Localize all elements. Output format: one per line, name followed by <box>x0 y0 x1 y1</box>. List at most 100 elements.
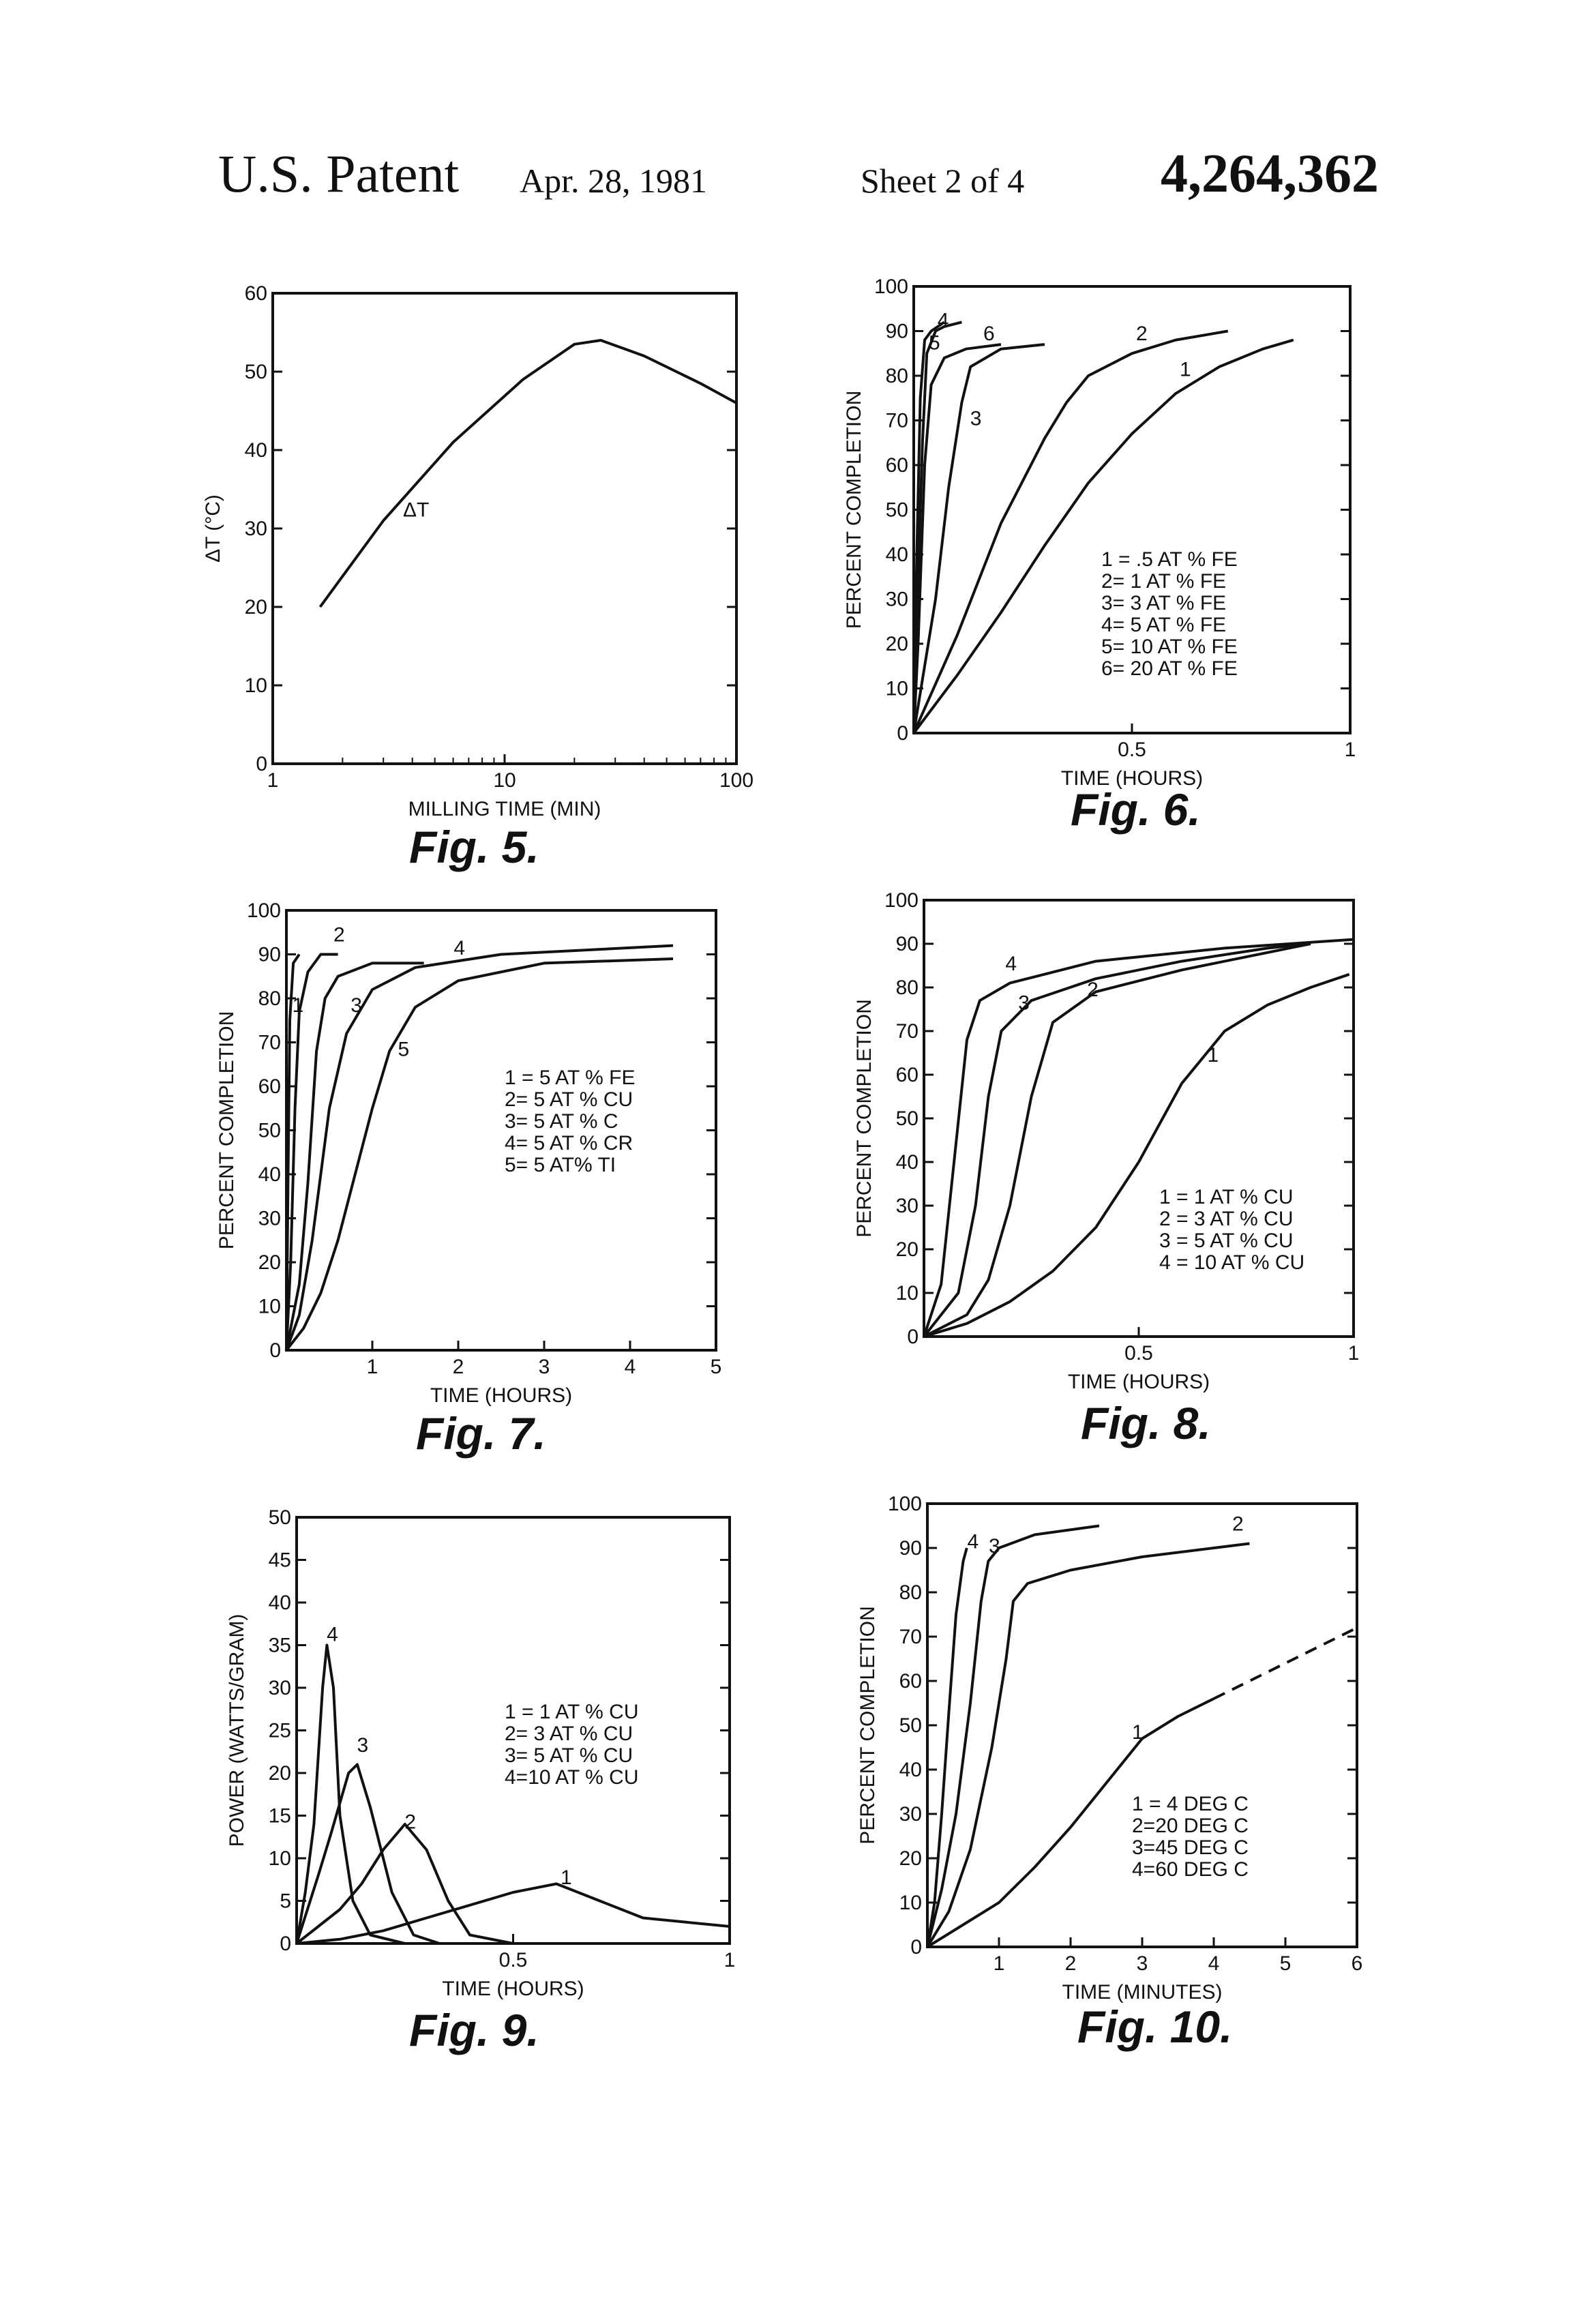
fig7-legend-item: 1 = 5 AT % FE <box>505 1067 635 1089</box>
fig5-series-ΔT-line <box>320 340 736 607</box>
fig7-legend-item: 2= 5 AT % CU <box>505 1088 633 1111</box>
fig5-ytick-label: 0 <box>256 753 267 775</box>
fig9-legend-item: 1 = 1 AT % CU <box>505 1701 638 1723</box>
fig6-ytick-label: 0 <box>897 722 908 745</box>
fig5-ytick-label: 40 <box>245 439 267 462</box>
fig7-ytick-label: 40 <box>258 1163 281 1186</box>
fig5-ytick-label: 20 <box>245 596 267 619</box>
fig6-series-1-label: 1 <box>1180 359 1191 381</box>
fig7-xtick-label: 5 <box>711 1356 722 1378</box>
fig10-chart: 0102030405060708090100123456TIME (MINUTE… <box>856 1493 1362 2052</box>
fig10-ytick-label: 50 <box>899 1714 922 1737</box>
fig10-series-1-dashed-line <box>1214 1628 1357 1699</box>
fig7-series-2-label: 2 <box>333 924 345 947</box>
fig10-ytick-label: 90 <box>899 1537 922 1560</box>
fig5-xtick-label: 10 <box>493 769 516 792</box>
fig6-chart: 01020304050607080901000.51TIME (HOURS)PE… <box>843 275 1356 835</box>
fig10-xaxis-label: TIME (MINUTES) <box>1062 1981 1223 2003</box>
fig9-xaxis-label: TIME (HOURS) <box>442 1978 584 2000</box>
fig8-figure-label: Fig. 8. <box>1081 1398 1211 1448</box>
fig5-series-ΔT-label: ΔT <box>403 499 429 522</box>
fig9-series-4-label: 4 <box>327 1624 338 1646</box>
fig10-legend-item: 3=45 DEG C <box>1132 1836 1249 1859</box>
fig10-series-2-label: 2 <box>1232 1513 1244 1536</box>
fig6-xtick-label: 0.5 <box>1118 739 1146 761</box>
fig10-ytick-label: 60 <box>899 1670 922 1693</box>
fig5-ytick-label: 30 <box>245 518 267 540</box>
fig8-ytick-label: 100 <box>884 889 919 912</box>
fig8-ytick-label: 60 <box>896 1064 919 1086</box>
fig10-ytick-label: 80 <box>899 1581 922 1604</box>
fig10-series-4-label: 4 <box>968 1531 979 1553</box>
fig6-ytick-label: 40 <box>886 543 908 566</box>
fig10-legend-item: 1 = 4 DEG C <box>1132 1793 1249 1815</box>
fig9-xtick-label: 1 <box>724 1949 736 1971</box>
fig8-ytick-label: 20 <box>896 1238 919 1261</box>
fig7-series-3-label: 3 <box>350 994 362 1017</box>
fig6-series-3-label: 3 <box>970 408 982 430</box>
fig9-yaxis-label: POWER (WATTS/GRAM) <box>226 1614 248 1847</box>
fig10-series-4-line <box>927 1548 967 1947</box>
fig5-plot-frame <box>273 293 736 764</box>
fig7-ytick-label: 0 <box>269 1339 281 1362</box>
fig6-series-4-label: 4 <box>938 310 949 332</box>
fig6-figure-label: Fig. 6. <box>1071 784 1201 835</box>
fig6-series-6-label: 6 <box>983 323 995 345</box>
fig9-chart: 051015202530354045500.51TIME (HOURS)POWE… <box>226 1506 735 2055</box>
fig7-xtick-label: 1 <box>367 1356 378 1378</box>
fig7-xtick-label: 3 <box>539 1356 550 1378</box>
fig7-chart: 010203040506070809010012345TIME (HOURS)P… <box>215 899 721 1459</box>
fig8-ytick-label: 50 <box>896 1107 919 1130</box>
fig9-series-2-label: 2 <box>404 1811 416 1834</box>
fig6-legend-item: 5= 10 AT % FE <box>1101 636 1238 658</box>
fig9-ytick-label: 5 <box>280 1890 291 1913</box>
fig6-ytick-label: 80 <box>886 365 908 387</box>
fig9-legend-item: 2= 3 AT % CU <box>505 1723 633 1745</box>
fig7-ytick-label: 90 <box>258 944 281 966</box>
fig8-xtick-label: 0.5 <box>1124 1342 1153 1365</box>
fig10-xtick-label: 4 <box>1208 1952 1220 1975</box>
fig8-series-3-label: 3 <box>1018 992 1030 1014</box>
fig8-legend-item: 4 = 10 AT % CU <box>1159 1251 1304 1274</box>
fig10-ytick-label: 20 <box>899 1847 922 1870</box>
fig7-ytick-label: 60 <box>258 1075 281 1098</box>
fig10-xtick-label: 1 <box>994 1952 1005 1975</box>
fig6-series-5-label: 5 <box>929 331 940 354</box>
fig9-xtick-label: 0.5 <box>499 1949 528 1971</box>
fig8-ytick-label: 70 <box>896 1020 919 1043</box>
fig7-figure-label: Fig. 7. <box>416 1408 546 1459</box>
fig6-series-2-label: 2 <box>1136 323 1148 345</box>
fig10-xtick-label: 5 <box>1280 1952 1292 1975</box>
fig8-ytick-label: 10 <box>896 1282 919 1305</box>
fig6-ytick-label: 70 <box>886 410 908 432</box>
fig7-xtick-label: 2 <box>453 1356 464 1378</box>
fig5-xtick-label: 100 <box>719 769 753 792</box>
fig6-legend-item: 1 = .5 AT % FE <box>1101 548 1238 571</box>
fig8-ytick-label: 40 <box>896 1151 919 1174</box>
fig10-xtick-label: 2 <box>1065 1952 1077 1975</box>
fig7-ytick-label: 80 <box>258 987 281 1010</box>
fig10-legend-item: 4=60 DEG C <box>1132 1858 1249 1881</box>
fig9-ytick-label: 0 <box>280 1933 291 1955</box>
fig9-figure-label: Fig. 9. <box>409 2005 539 2055</box>
fig7-legend-item: 3= 5 AT % C <box>505 1110 618 1133</box>
fig9-series-3-line <box>297 1765 708 1944</box>
fig7-xaxis-label: TIME (HOURS) <box>430 1384 572 1407</box>
fig10-ytick-label: 40 <box>899 1759 922 1781</box>
fig6-legend-item: 2= 1 AT % FE <box>1101 570 1226 593</box>
fig7-legend-item: 5= 5 AT% TI <box>505 1154 616 1176</box>
fig10-ytick-label: 0 <box>910 1936 922 1958</box>
fig9-ytick-label: 50 <box>269 1506 291 1529</box>
fig8-legend-item: 1 = 1 AT % CU <box>1159 1186 1293 1208</box>
fig9-legend-item: 3= 5 AT % CU <box>505 1744 633 1767</box>
fig9-ytick-label: 30 <box>269 1677 291 1699</box>
fig6-ytick-label: 100 <box>874 275 908 298</box>
fig6-legend-item: 3= 3 AT % FE <box>1101 592 1226 614</box>
fig5-xaxis-label: MILLING TIME (MIN) <box>408 798 601 820</box>
fig8-xaxis-label: TIME (HOURS) <box>1068 1371 1210 1393</box>
fig9-series-3-label: 3 <box>357 1734 369 1757</box>
fig9-series-2-line <box>297 1824 687 1943</box>
fig8-legend-item: 3 = 5 AT % CU <box>1159 1230 1293 1252</box>
fig8-ytick-label: 30 <box>896 1195 919 1217</box>
fig10-ytick-label: 10 <box>899 1892 922 1914</box>
